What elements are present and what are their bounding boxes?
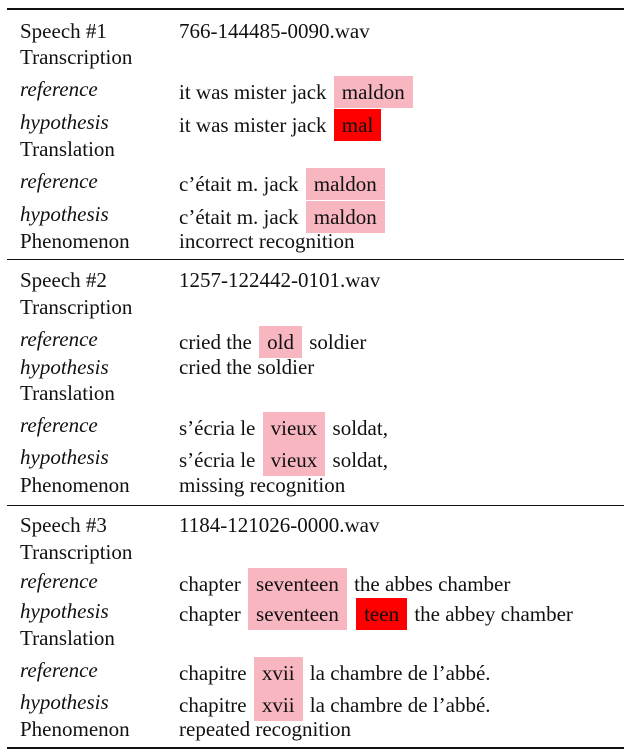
transcription-reference: chapter seventeen the abbes chamber [179,568,510,600]
hypothesis-label: hypothesis [20,690,109,714]
text-segment: cried the soldier [179,355,315,379]
reference-label: reference [20,169,98,193]
translation-hypothesis: s’écria le vieux soldat, [179,444,388,476]
transcription-reference: cried the old soldier [179,326,366,358]
phenomenon-label: Phenomenon [20,717,130,741]
reference-label: reference [20,327,98,351]
text-segment: the abbes chamber [354,572,511,596]
highlighted-token: seventeen [248,598,347,630]
transcription-heading: Transcription [20,295,133,319]
error-token: teen [356,598,408,630]
table-top-rule [7,8,624,10]
text-segment: la chambre de l’abbé. [309,693,491,717]
translation-hypothesis: c’était m. jack maldon [179,201,387,233]
reference-label: reference [20,569,98,593]
error-token: mal [333,109,382,141]
text-segment: soldat, [332,416,388,440]
text-segment: it was mister jack [179,113,327,137]
hypothesis-label: hypothesis [20,445,109,469]
audio-filename: 1257-122442-0101.wav [179,268,381,292]
reference-label: reference [20,77,98,101]
phenomenon-value: missing recognition [179,473,346,497]
speech-id: Speech #2 [20,268,107,292]
hypothesis-label: hypothesis [20,355,109,379]
text-segment: chapitre [179,693,247,717]
section-divider [7,259,624,260]
highlighted-token: old [259,326,302,358]
text-segment: the abbey chamber [414,602,573,626]
transcription-heading: Transcription [20,540,133,564]
text-segment: s’écria le [179,448,256,472]
hypothesis-label: hypothesis [20,202,109,226]
audio-filename: 766-144485-0090.wav [179,19,370,43]
highlighted-token: vieux [262,444,326,476]
text-segment: la chambre de l’abbé. [309,661,491,685]
translation-hypothesis: chapitre xvii la chambre de l’abbé. [179,689,491,721]
speech-id: Speech #1 [20,19,107,43]
phenomenon-label: Phenomenon [20,229,130,253]
table-bottom-rule [7,747,624,749]
section-divider [7,505,624,506]
translation-heading: Translation [20,137,115,161]
phenomenon-value: incorrect recognition [179,229,355,253]
highlighted-token: maldon [333,76,413,108]
transcription-hypothesis: cried the soldier [179,354,314,380]
phenomenon-label: Phenomenon [20,473,130,497]
highlighted-token: maldon [305,201,385,233]
translation-heading: Translation [20,381,115,405]
translation-reference: s’écria le vieux soldat, [179,412,388,444]
text-segment: s’écria le [179,416,256,440]
hypothesis-label: hypothesis [20,110,109,134]
translation-heading: Translation [20,626,115,650]
hypothesis-label: hypothesis [20,599,109,623]
text-segment: soldier [309,330,367,354]
translation-reference: c’était m. jack maldon [179,168,387,200]
translation-reference: chapitre xvii la chambre de l’abbé. [179,657,491,689]
highlighted-token: xvii [253,689,303,721]
speech-id: Speech #3 [20,513,107,537]
text-segment: c’était m. jack [179,172,299,196]
highlighted-token: xvii [253,657,303,689]
reference-label: reference [20,658,98,682]
transcription-hypothesis: it was mister jack mal [179,109,383,141]
highlighted-token: seventeen [248,568,347,600]
reference-label: reference [20,413,98,437]
text-segment: chapter [179,602,241,626]
text-segment: it was mister jack [179,80,327,104]
transcription-heading: Transcription [20,45,133,69]
text-segment: chapter [179,572,241,596]
text-segment: cried the [179,330,252,354]
highlighted-token: vieux [262,412,326,444]
text-segment: chapitre [179,661,247,685]
text-segment: soldat, [332,448,388,472]
phenomenon-value: repeated recognition [179,717,351,741]
highlighted-token: maldon [305,168,385,200]
transcription-hypothesis: chapter seventeen teen the abbey chamber [179,598,573,630]
transcription-reference: it was mister jack maldon [179,76,415,108]
text-segment: c’était m. jack [179,205,299,229]
audio-filename: 1184-121026-0000.wav [179,513,380,537]
